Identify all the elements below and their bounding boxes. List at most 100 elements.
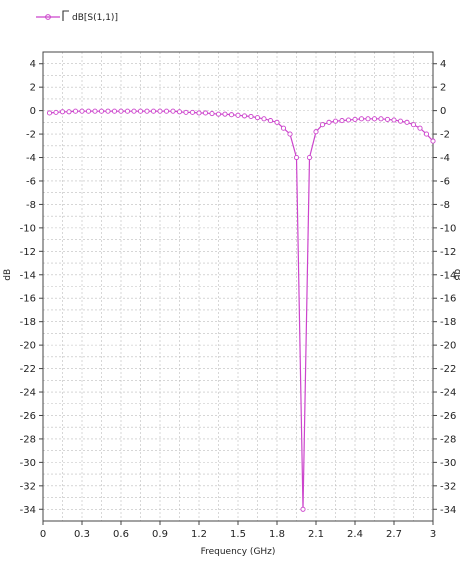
y-tick-label-right: -2	[440, 130, 450, 141]
y-tick-label-left: -26	[20, 411, 36, 422]
y-tick-label-left: -16	[20, 294, 36, 305]
y-tick-label-right: -4	[440, 153, 450, 164]
data-point	[59, 109, 66, 115]
x-tick-label: 3	[430, 529, 436, 540]
y-tick-label-left: 4	[30, 59, 36, 70]
y-tick-label-left: -14	[20, 270, 36, 281]
data-point	[105, 108, 111, 114]
data-point	[332, 118, 339, 124]
data-point	[352, 116, 358, 122]
data-point	[274, 119, 280, 125]
x-tick-label: 0	[40, 529, 46, 540]
data-point	[235, 112, 241, 118]
data-point	[72, 108, 79, 114]
data-point	[358, 116, 365, 122]
data-point	[410, 122, 417, 128]
grid-lines	[42, 51, 434, 522]
data-point	[53, 109, 59, 115]
y-tick-label-left: -20	[20, 341, 36, 352]
legend: dB[S(1,1)]	[36, 10, 118, 23]
y-tick-label-left: -12	[20, 247, 36, 258]
x-tick-label: 1.8	[269, 529, 285, 540]
data-point	[404, 119, 410, 125]
y-tick-label-right: -34	[440, 505, 456, 516]
y-tick-label-left: -18	[20, 317, 36, 328]
x-tick-labels: 0 0.3 0.6 0.9 1.2 1.5 1.8 2.1 2.4 2.7 3	[40, 521, 436, 540]
data-point	[287, 131, 293, 137]
data-point	[306, 154, 313, 161]
y-tick-label-left: 0	[30, 106, 36, 117]
y-tick-label-right: -16	[440, 294, 456, 305]
data-point	[397, 118, 404, 124]
y-tick-label-left: -2	[26, 130, 36, 141]
y-tick-label-left: 2	[30, 83, 36, 94]
y-axis-title-left: dB	[3, 269, 13, 281]
data-point	[92, 108, 98, 114]
y-tick-labels-right: 4 2 0 -2 -4 -6 -8 -10 -12 -14 -16 -18 -20 -22 -24 -26 -2…	[433, 59, 456, 516]
y-tick-label-left: -34	[20, 505, 36, 516]
data-point	[85, 108, 92, 114]
x-tick-label: 0.3	[74, 529, 90, 540]
data-point	[46, 110, 53, 116]
y-tick-label-right: -24	[440, 388, 456, 399]
data-point	[170, 108, 176, 114]
legend-label: dB[S(1,1)]	[72, 13, 118, 23]
data-point	[267, 118, 274, 124]
data-point	[66, 109, 72, 115]
x-tick-label: 0.6	[113, 529, 129, 540]
data-point	[293, 154, 300, 161]
x-tick-label: 2.7	[386, 529, 402, 540]
legend-marker-swatch	[45, 14, 51, 20]
y-tick-label-right: -28	[440, 434, 456, 445]
x-tick-label: 2.1	[308, 529, 324, 540]
data-point	[222, 111, 228, 117]
data-point	[391, 117, 397, 123]
series-layer	[46, 108, 436, 512]
data-point	[339, 118, 345, 124]
plot-area	[43, 52, 433, 521]
y-tick-label-right: -30	[440, 458, 456, 469]
data-point	[144, 108, 150, 114]
data-point	[371, 116, 378, 122]
data-point	[150, 108, 157, 114]
data-point	[163, 108, 170, 114]
y-tick-label-right: -20	[440, 341, 456, 352]
y-tick-label-left: -10	[20, 223, 36, 234]
data-point	[365, 116, 371, 122]
data-point	[430, 138, 436, 144]
data-point	[189, 109, 196, 115]
x-axis-title: Frequency (GHz)	[201, 547, 276, 557]
y-tick-label-right: -14	[440, 270, 456, 281]
y-tick-label-right: -6	[440, 176, 450, 187]
data-point	[326, 119, 332, 125]
data-point	[79, 108, 85, 114]
y-tick-label-right: -26	[440, 411, 456, 422]
y-tick-label-right: -18	[440, 317, 456, 328]
data-point	[215, 111, 222, 117]
data-point	[124, 108, 131, 114]
data-point	[131, 108, 137, 114]
x-tick-label: 1.5	[230, 529, 246, 540]
y-tick-label-left: -30	[20, 458, 36, 469]
data-point	[176, 109, 183, 115]
data-point	[248, 113, 254, 120]
x-tick-label: 1.2	[191, 529, 207, 540]
data-point	[345, 117, 352, 123]
data-point	[183, 109, 189, 115]
y-tick-label-left: -28	[20, 434, 36, 445]
y-tick-label-right: -10	[440, 223, 456, 234]
data-point	[261, 116, 267, 122]
y-tick-label-right: -12	[440, 247, 456, 258]
y-tick-label-right: 0	[440, 106, 446, 117]
y-tick-label-left: -8	[26, 200, 36, 211]
data-point	[423, 131, 430, 137]
data-point	[202, 110, 209, 116]
y-tick-labels-left: 4 2 0 -2 -4 -6 -8 -10 -12 -14 -16 -18 -20 -22 -24 -26 -2…	[20, 59, 43, 516]
y-tick-label-right: 2	[440, 83, 446, 94]
y-tick-label-right: -8	[440, 200, 450, 211]
data-point	[280, 125, 287, 131]
data-point	[157, 108, 163, 114]
data-point	[300, 506, 306, 512]
data-point	[228, 112, 235, 118]
